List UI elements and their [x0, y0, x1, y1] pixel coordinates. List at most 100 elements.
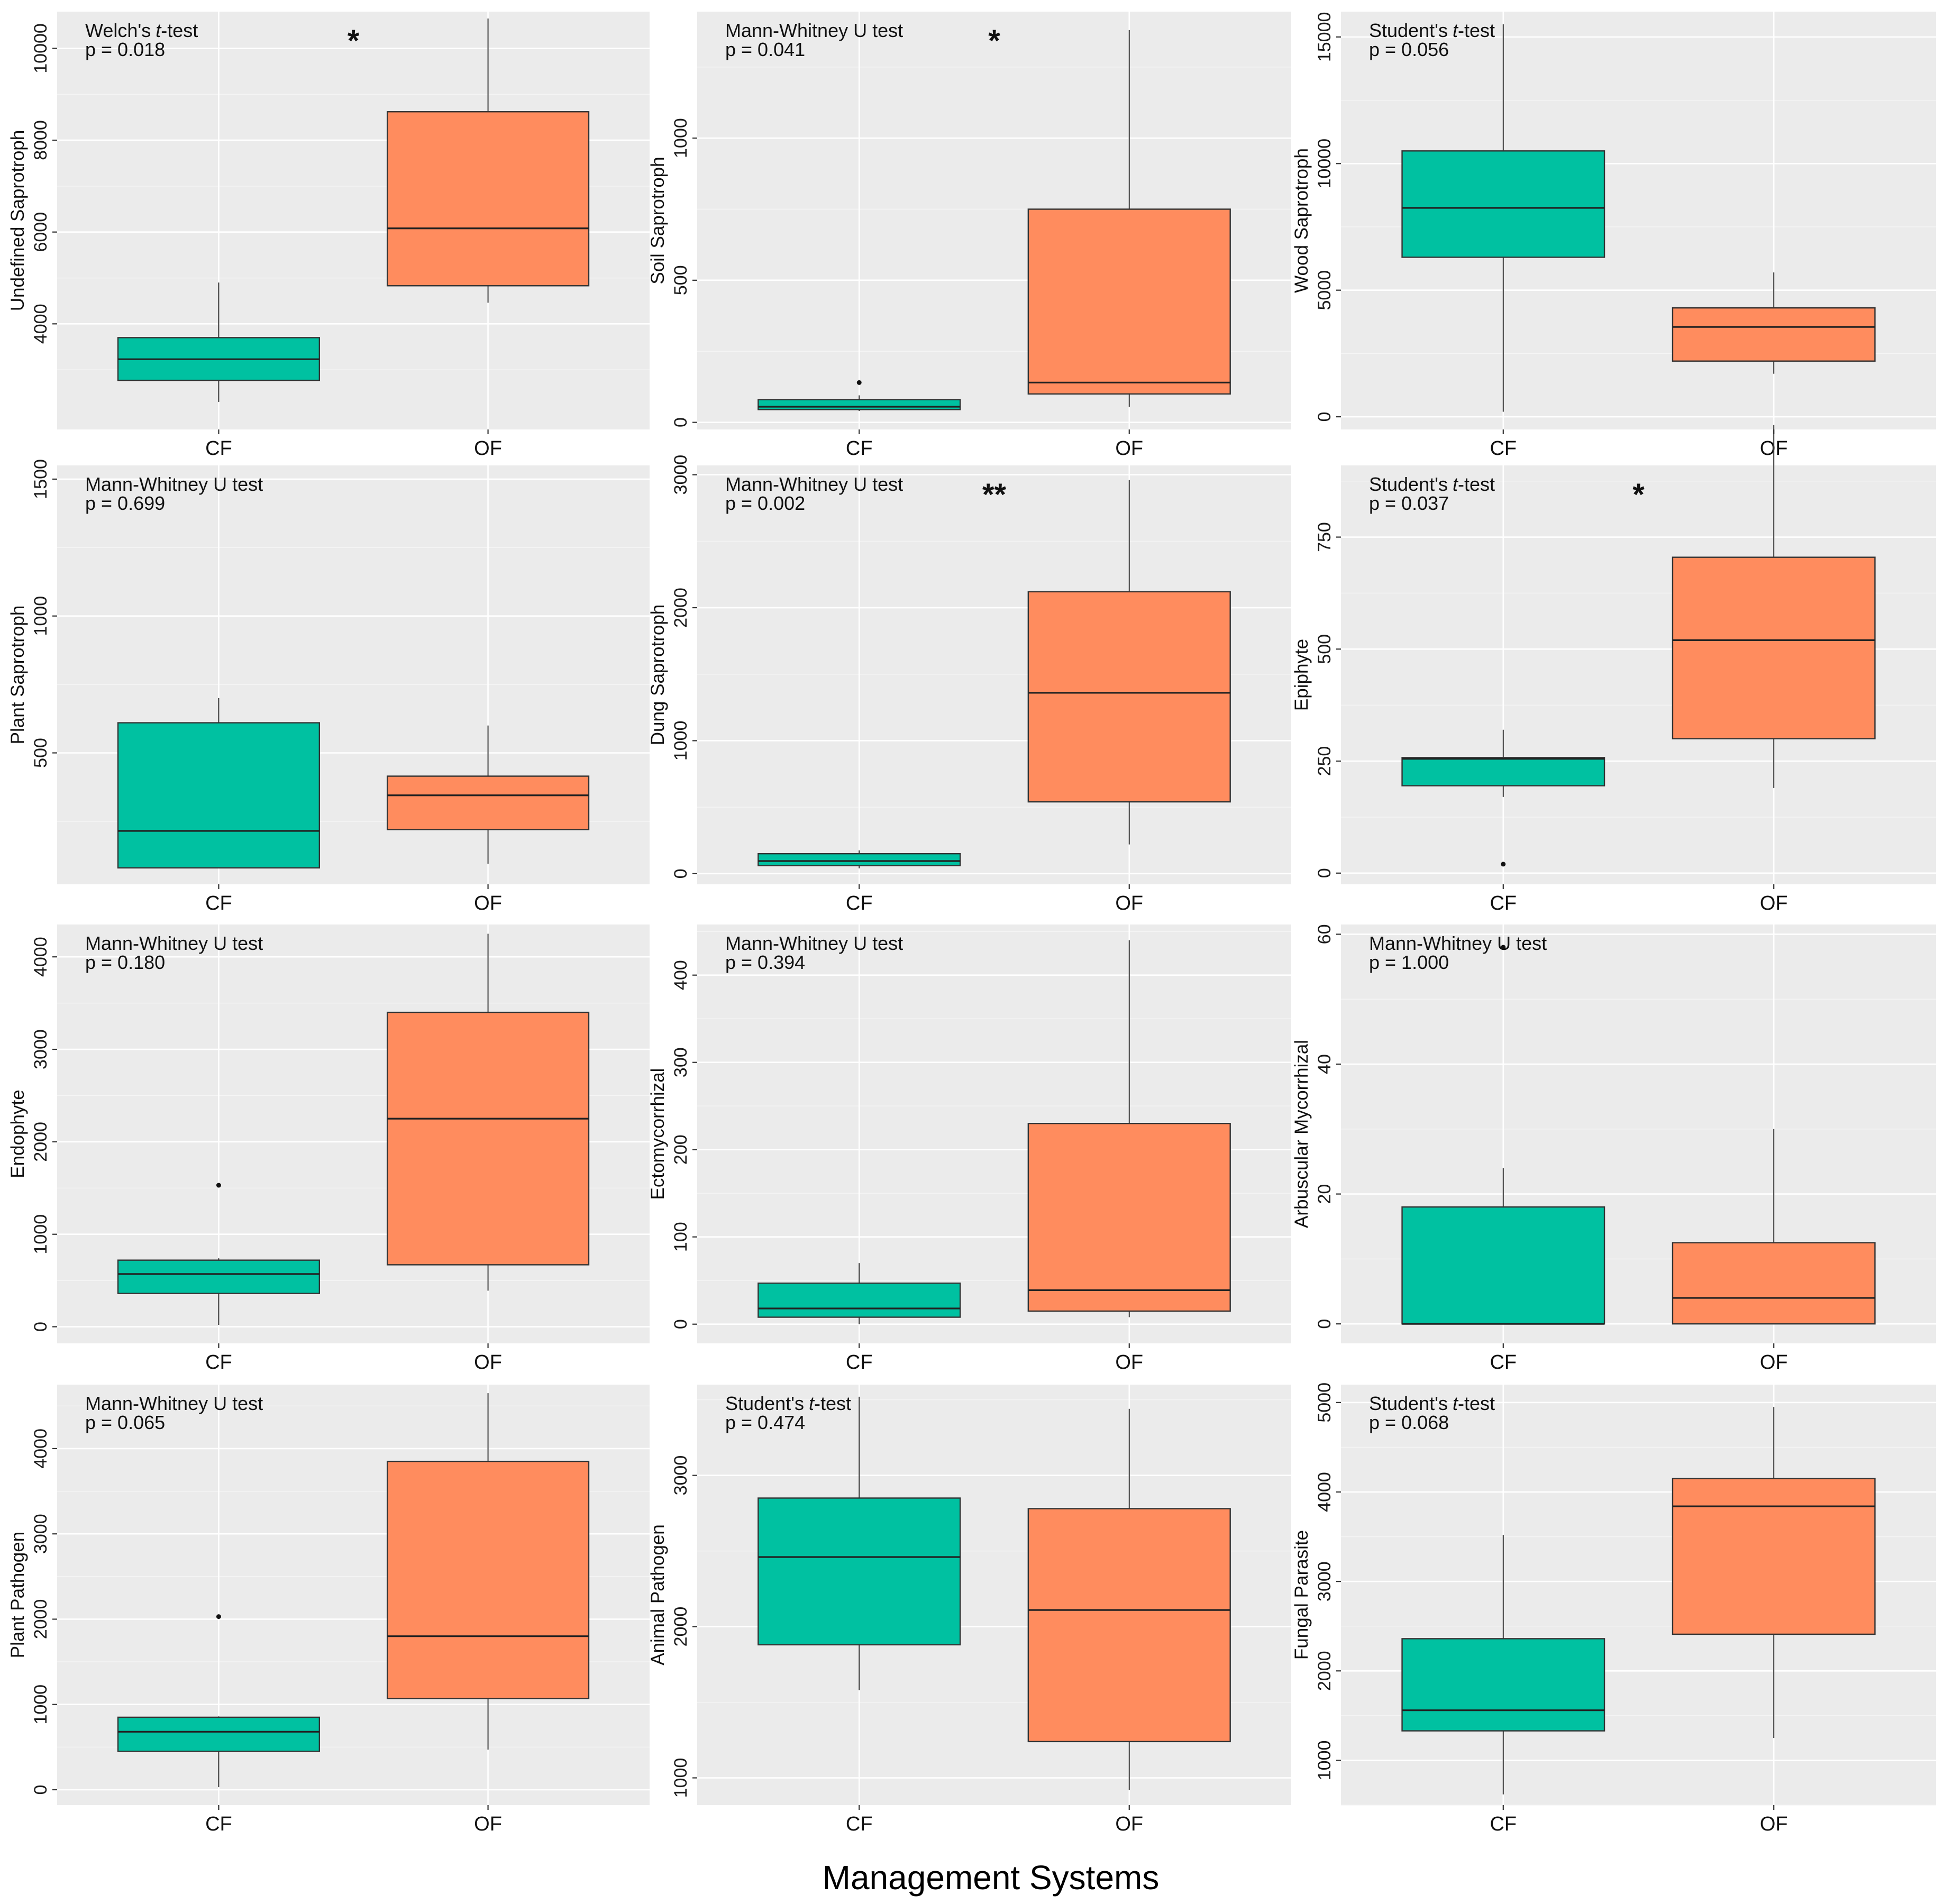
y-tick-label: 0 — [1315, 412, 1335, 422]
panel-10: 0 1000 2000 3000 4000 CF OF Plant Pathogen Mann-… — [7, 1385, 650, 1835]
x-tick-label: CF — [205, 437, 232, 460]
p-value: p = 0.037 — [1369, 492, 1449, 514]
y-axis-title: Plant Saprotroph — [7, 606, 28, 745]
box-cf — [1401, 150, 1605, 258]
y-tick-label: 500 — [1315, 634, 1335, 664]
y-tick-label: 1000 — [671, 1758, 691, 1798]
x-tick-label: CF — [1490, 437, 1517, 460]
box-of — [386, 1011, 590, 1266]
panel-2: 0 500 1000 CF OF Soil Saprotroph Mann-Whitney … — [647, 12, 1291, 460]
box-cf — [757, 853, 961, 866]
panel-11: 1000 2000 3000 CF OF Animal Pathogen Student's… — [647, 1385, 1291, 1835]
y-tick-label: 10000 — [1315, 139, 1335, 189]
x-tick-label: OF — [1115, 437, 1143, 460]
box-of — [386, 111, 590, 287]
y-tick-label: 2000 — [31, 1599, 51, 1640]
y-tick-label: 1000 — [671, 118, 691, 158]
y-axis-title: Undefined Saprotroph — [7, 130, 28, 311]
box-cf — [1401, 757, 1605, 786]
x-tick-label: OF — [1760, 1813, 1788, 1835]
y-tick-label: 15000 — [1315, 12, 1335, 62]
y-tick-label: 0 — [1315, 868, 1335, 878]
p-value: p = 0.056 — [1369, 39, 1449, 60]
y-tick-label: 3000 — [31, 1514, 51, 1554]
y-tick-label: 100 — [671, 1222, 691, 1252]
y-tick-label: 1000 — [31, 596, 51, 636]
y-tick-label: 2000 — [1315, 1651, 1335, 1691]
box-cf — [1401, 1206, 1605, 1325]
y-tick-label: 1000 — [31, 1685, 51, 1725]
p-value: p = 0.065 — [85, 1412, 165, 1433]
y-tick-label: 1500 — [31, 459, 51, 499]
y-tick-label: 1000 — [671, 721, 691, 761]
p-value: p = 0.018 — [85, 39, 165, 60]
y-tick-label: 750 — [1315, 522, 1335, 552]
test-name: Mann-Whitney U test — [85, 1393, 263, 1414]
box-cf — [757, 1497, 961, 1646]
y-tick-label: 2000 — [671, 588, 691, 628]
panel-12: 1000 2000 3000 4000 5000 CF OF Fungal Parasite S… — [1291, 1383, 1936, 1835]
x-tick-label: OF — [1115, 1813, 1143, 1835]
y-tick-label: 250 — [1315, 746, 1335, 776]
box-of — [1672, 307, 1876, 362]
p-value: p = 0.699 — [85, 492, 165, 514]
box-of — [386, 775, 590, 830]
y-tick-label: 20 — [1315, 1184, 1335, 1204]
box-cf — [757, 399, 961, 410]
y-tick-label: 40 — [1315, 1054, 1335, 1074]
test-name: Student's t-test — [1369, 20, 1495, 41]
y-axis-title: Wood Saprotroph — [1291, 148, 1312, 293]
box-cf — [117, 722, 321, 869]
box-cf — [1401, 1638, 1605, 1732]
outlier-point — [856, 380, 862, 385]
y-tick-label: 3000 — [671, 455, 691, 495]
y-tick-label: 0 — [671, 1319, 691, 1329]
outlier-point — [1501, 862, 1506, 867]
y-tick-label: 60 — [1315, 924, 1335, 945]
test-name: Student's t-test — [725, 1393, 851, 1414]
y-tick-label: 0 — [31, 1322, 51, 1332]
y-tick-label: 3000 — [671, 1456, 691, 1496]
y-tick-label: 5000 — [1315, 270, 1335, 310]
x-tick-label: CF — [1490, 1813, 1517, 1835]
p-value: p = 1.000 — [1369, 951, 1449, 973]
panel-4: 500 1000 1500 CF OF Plant Saprotroph Mann-Whit… — [7, 459, 650, 914]
x-tick-label: OF — [474, 1813, 502, 1835]
x-tick-label: CF — [205, 1351, 232, 1374]
y-tick-label: 500 — [31, 738, 51, 768]
x-tick-label: OF — [1760, 1351, 1788, 1374]
y-tick-label: 400 — [671, 960, 691, 990]
box-of — [386, 1460, 590, 1699]
y-tick-label: 1000 — [31, 1214, 51, 1255]
x-tick-label: OF — [1760, 892, 1788, 914]
y-tick-label: 4000 — [1315, 1472, 1335, 1512]
p-value: p = 0.394 — [725, 951, 805, 973]
box-of — [1027, 1122, 1231, 1312]
y-tick-label: 4000 — [31, 1429, 51, 1469]
x-tick-label: OF — [474, 1351, 502, 1374]
x-tick-label: OF — [474, 892, 502, 914]
panel-1: 4000 6000 8000 10000 CF OF Undefined Saprotrop… — [7, 12, 650, 460]
p-value: p = 0.180 — [85, 951, 165, 973]
test-name: Mann-Whitney U test — [725, 932, 903, 954]
y-tick-label: 2000 — [31, 1122, 51, 1162]
y-tick-label: 2000 — [671, 1607, 691, 1647]
test-name: Welch's t-test — [85, 20, 198, 41]
p-value: p = 0.002 — [725, 492, 805, 514]
x-tick-label: OF — [1115, 892, 1143, 914]
y-tick-label: 0 — [671, 868, 691, 878]
panel-5: 0 1000 2000 3000 CF OF Dung Saprotroph Mann-Whi… — [647, 455, 1291, 914]
box-of — [1672, 556, 1876, 739]
test-name: Mann-Whitney U test — [725, 473, 903, 495]
box-of — [1027, 208, 1231, 395]
x-tick-label: OF — [474, 437, 502, 460]
test-name: Mann-Whitney U test — [725, 20, 903, 41]
y-tick-label: 300 — [671, 1047, 691, 1077]
outlier-point — [216, 1183, 221, 1188]
x-tick-label: CF — [846, 1351, 873, 1374]
panel-8: 0 100 200 300 400 CF OF Ectomycorrhizal Mann-Whi… — [647, 924, 1291, 1374]
x-tick-label: CF — [1490, 892, 1517, 914]
